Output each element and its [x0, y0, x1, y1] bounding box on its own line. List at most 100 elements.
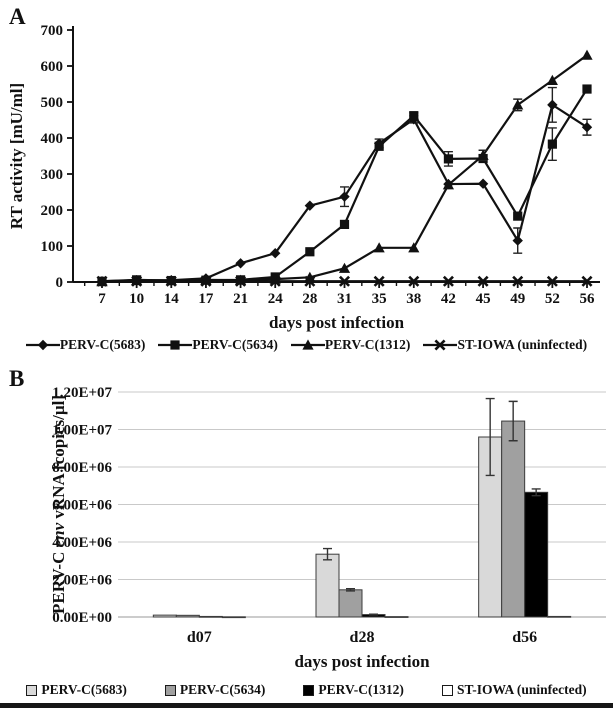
bar-group-d28-PERV-C(1312) — [361, 613, 386, 618]
legend-label: PERV-C(5634) — [179, 682, 266, 697]
data-point-marker — [339, 219, 350, 229]
y-tick-label: 400 — [41, 131, 64, 147]
bar — [501, 420, 526, 618]
data-point-marker — [581, 275, 593, 287]
legend-item: ST-IOWA (uninfected) — [441, 682, 587, 698]
diamond-marker-icon — [25, 339, 60, 351]
error-bar — [369, 613, 378, 616]
data-point-marker — [200, 275, 212, 287]
data-point-marker — [165, 275, 177, 287]
data-point-marker — [373, 275, 385, 287]
x-axis-title: days post infection — [294, 652, 430, 671]
data-point-marker — [339, 191, 350, 202]
legend-label: PERV-C(5634) — [192, 337, 278, 352]
x-marker-icon — [423, 339, 458, 351]
bar-group-d56-PERV-C(5634) — [501, 400, 526, 618]
legend-item: PERV-C(5683) — [25, 337, 145, 353]
y-tick-label: 0.00E+00 — [52, 610, 112, 626]
legend-swatch-icon — [164, 684, 176, 696]
legend-marker — [434, 339, 446, 351]
bar-group-d07-PERV-C(1312) — [198, 615, 223, 618]
y-axis-title: RT activity [mU/ml] — [7, 83, 26, 229]
rt-activity-line-chart: 0 100 200 300 400 500 600 700 7 10 14 17 21 24 28 31 35 3… — [7, 23, 600, 332]
data-point-marker — [235, 275, 247, 287]
x-tick-label: 21 — [233, 291, 248, 307]
data-point-marker — [581, 49, 593, 60]
data-point-marker — [374, 141, 384, 151]
y-tick-label: 2.00E+06 — [52, 573, 112, 589]
x-tick-label: 56 — [580, 291, 596, 307]
bar — [175, 614, 200, 618]
data-point-marker — [581, 122, 593, 133]
data-point-marker — [235, 258, 246, 269]
legend-swatch-icon — [26, 684, 38, 696]
panel-b-label: B — [9, 366, 25, 391]
bar — [524, 491, 549, 618]
x-tick-label: 52 — [545, 291, 560, 307]
bar-group-d56-PERV-C(5683) — [478, 397, 503, 618]
error-bar — [485, 397, 495, 477]
error-bar — [323, 547, 332, 561]
bar — [338, 589, 363, 618]
series-line — [101, 54, 588, 283]
data-point-marker — [304, 200, 316, 211]
legend-label: PERV-C(1312) — [324, 337, 411, 352]
x-tick-label: 14 — [164, 291, 180, 307]
bar — [547, 615, 572, 618]
data-point-marker — [338, 262, 351, 273]
data-point-marker — [96, 275, 108, 287]
data-point-marker — [477, 178, 489, 189]
line-chart-legend: PERV-C(5683) PERV-C(5634) PERV-C(1312) ST-I… — [0, 334, 613, 356]
error-bar — [531, 488, 541, 497]
data-point-marker — [338, 275, 351, 287]
series-PERV-C(5683) — [96, 86, 593, 287]
error-bar — [508, 400, 518, 442]
y-tick-label: 0 — [56, 275, 64, 291]
series-PERV-C(5634) — [97, 84, 592, 286]
legend-label: PERV-C(5683) — [41, 682, 127, 697]
error-bar — [346, 587, 355, 592]
bar-group-d56-PERV-C(1312) — [524, 488, 549, 618]
data-point-marker — [546, 275, 558, 287]
x-tick-label: 35 — [372, 291, 387, 307]
bottom-border-bar — [0, 703, 613, 708]
bar — [315, 553, 340, 618]
y-tick-label: 8.00E+06 — [52, 460, 112, 476]
triangle-marker-icon — [290, 339, 325, 350]
x-tick-label: 45 — [476, 291, 491, 307]
legend-swatch-icon — [303, 684, 315, 696]
y-tick-label: 6.00E+06 — [52, 498, 112, 514]
y-tick-label: 600 — [41, 59, 64, 75]
legend-item: ST-IOWA (uninfected) — [423, 337, 587, 353]
data-point-marker — [442, 275, 454, 287]
data-point-marker — [269, 275, 281, 287]
bar — [384, 616, 409, 618]
x-tick-label: 28 — [302, 291, 317, 307]
data-point-marker — [408, 242, 420, 253]
bar — [152, 614, 177, 618]
y-tick-label: 300 — [41, 167, 64, 183]
legend-marker — [37, 339, 49, 351]
x-tick-label: 31 — [337, 291, 352, 307]
x-tick-label: 24 — [268, 291, 284, 307]
y-tick-label: 1.20E+07 — [52, 385, 112, 401]
data-point-marker — [305, 247, 315, 257]
data-point-marker — [131, 275, 143, 287]
y-tick-label: 700 — [41, 23, 64, 39]
x-tick-label: 49 — [510, 291, 525, 307]
square-marker-icon — [158, 340, 193, 350]
legend-label: PERV-C(1312) — [318, 682, 404, 697]
bar-group-d28-ST-IOWA (uninfected) — [384, 616, 409, 618]
series-line — [101, 88, 588, 283]
x-tick-label: 10 — [129, 291, 144, 307]
y-tick-label: 4.00E+06 — [52, 535, 112, 551]
data-point-marker — [513, 211, 523, 221]
legend-item: PERV-C(5683) — [26, 682, 127, 698]
legend-label: ST-IOWA (uninfected) — [456, 682, 587, 697]
legend-marker — [170, 340, 181, 350]
data-point-marker — [547, 139, 557, 149]
bar — [221, 616, 246, 619]
x-category-label: d28 — [350, 629, 375, 646]
legend-item: PERV-C(5634) — [158, 337, 278, 353]
x-category-label: d56 — [512, 629, 537, 646]
